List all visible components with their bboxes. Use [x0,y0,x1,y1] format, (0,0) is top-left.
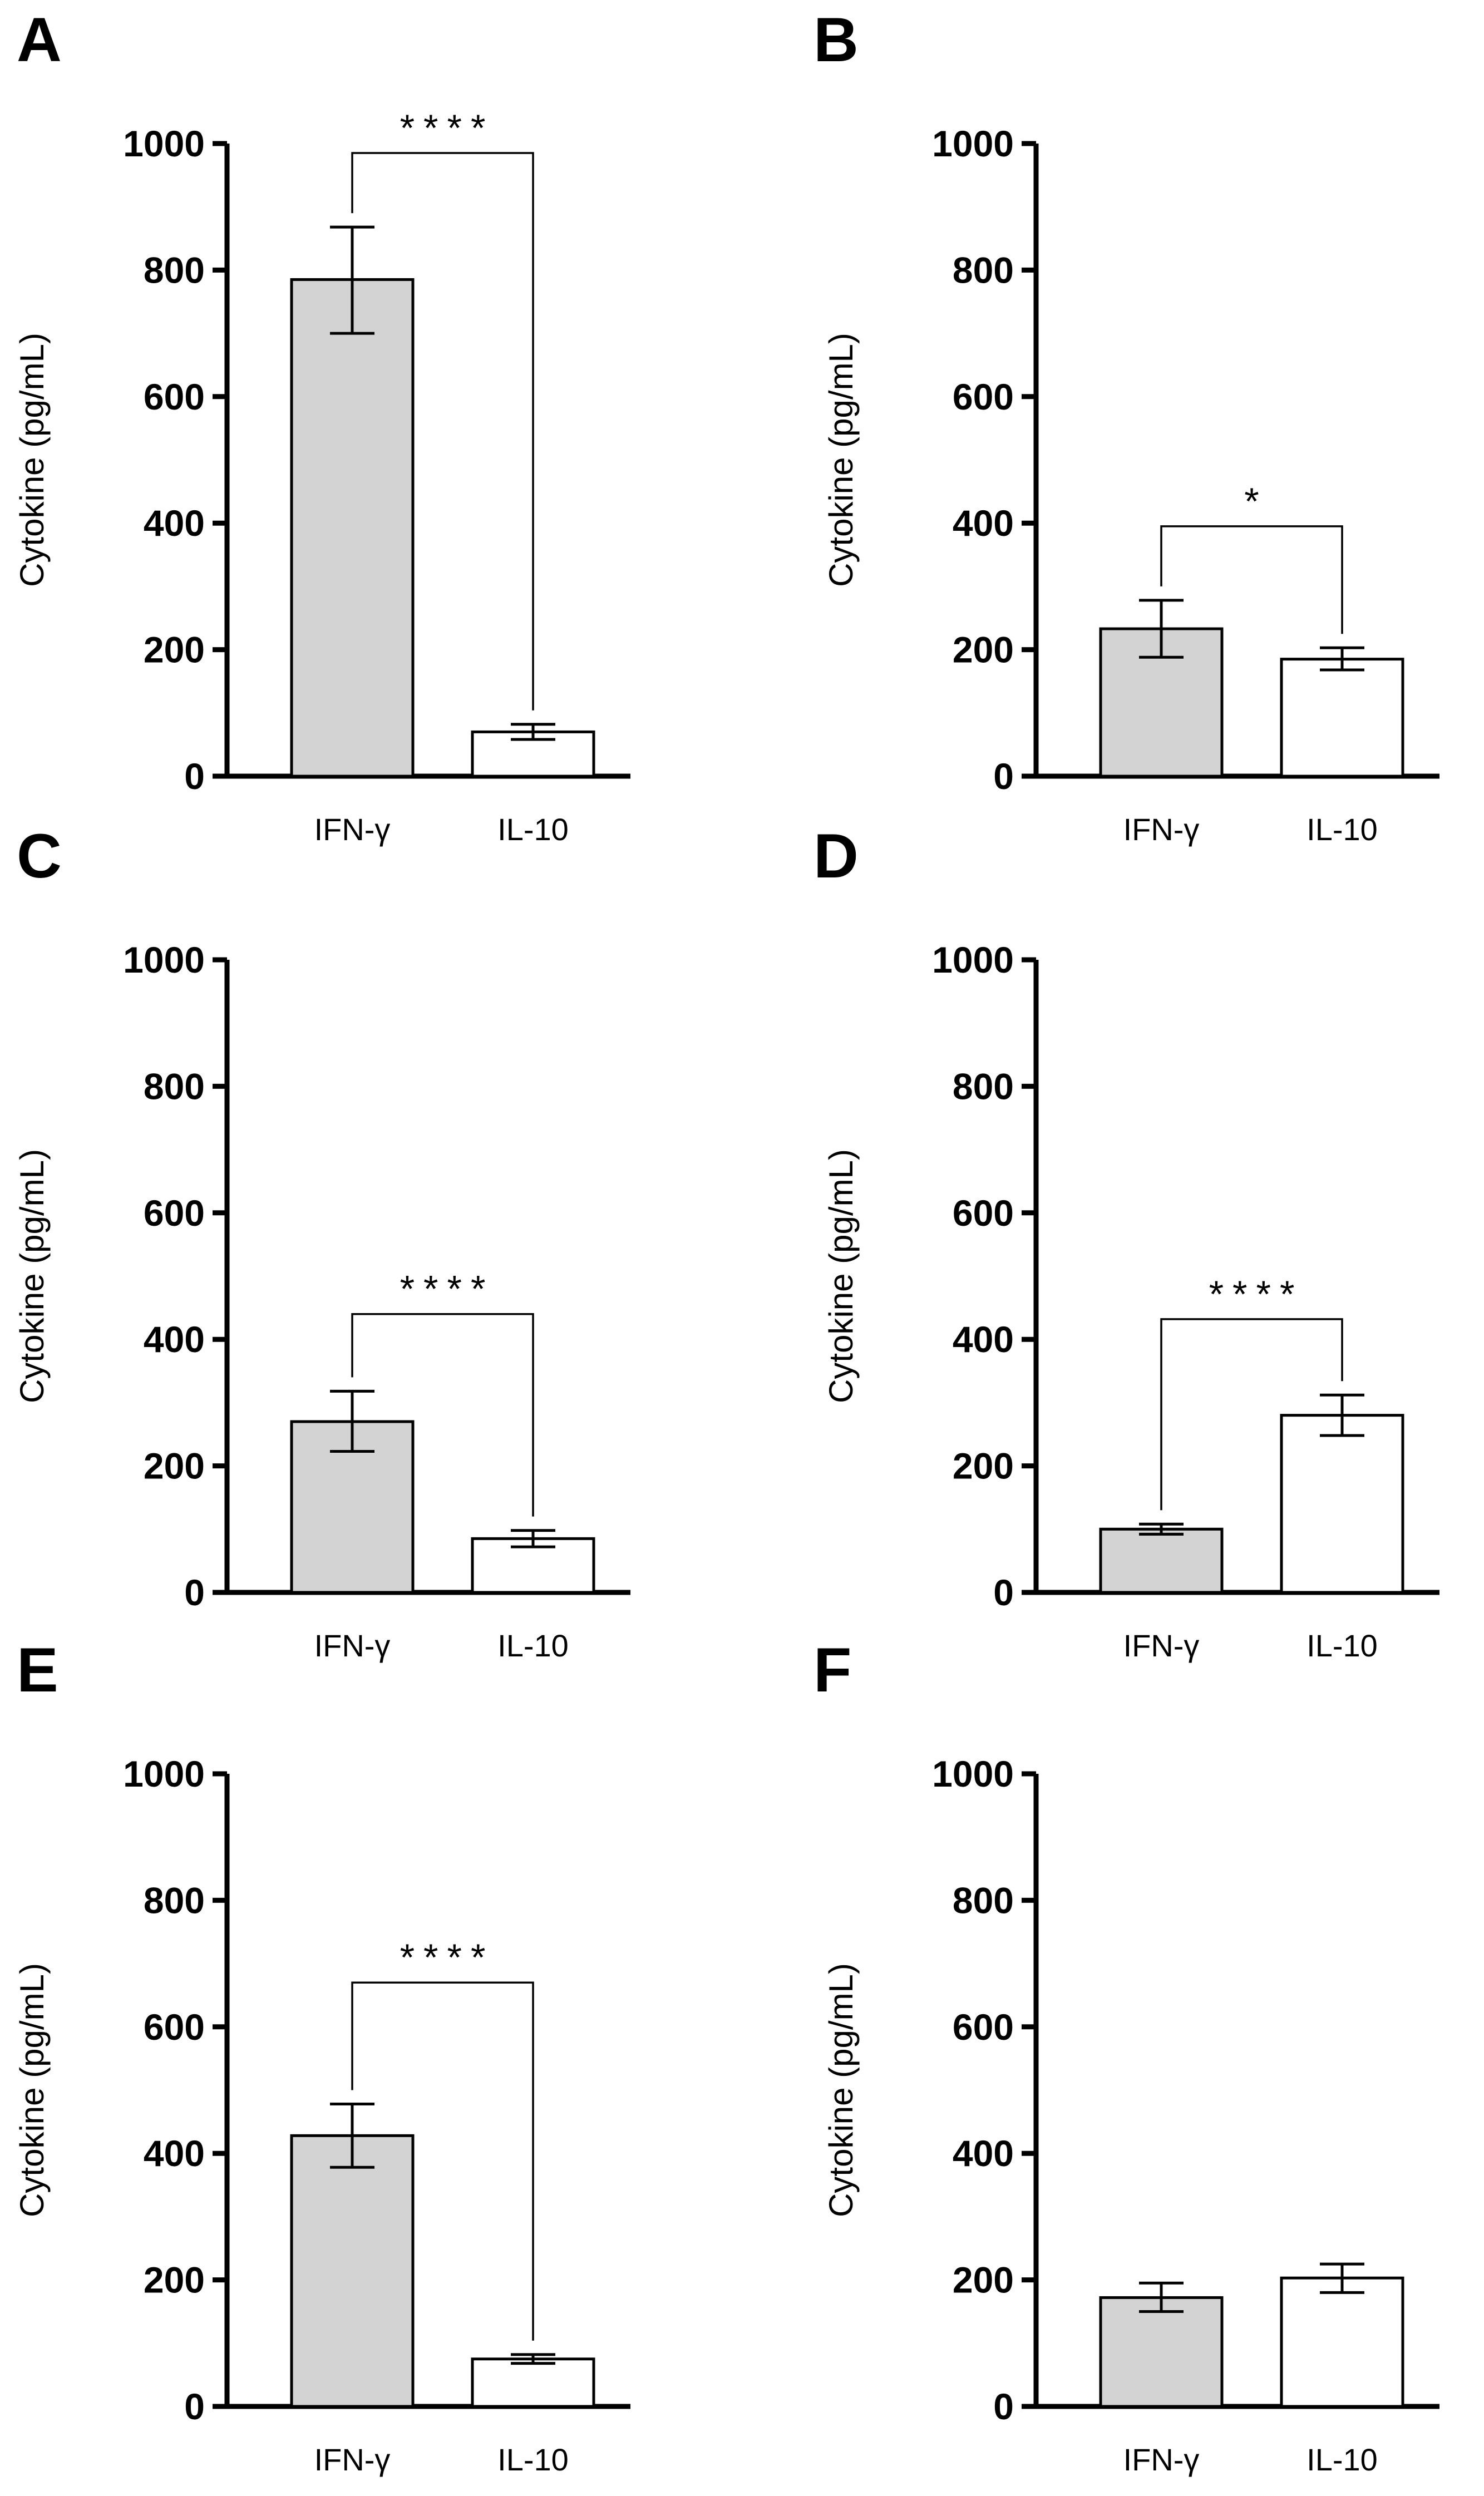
y-tick-label: 400 [144,502,205,544]
category-label: IL-10 [1306,1628,1378,1663]
y-axis-title: Cytokine (pg/mL) [13,333,51,587]
y-tick-label: 1000 [932,939,1014,980]
panel-f: F 0 200 400 600 800 1000 Cytokine (pg/mL) IFN-γ I… [814,1635,1439,2477]
y-tick-label: 600 [953,376,1014,417]
y-tick-label: 400 [953,1319,1014,1360]
y-axis-title: Cytokine (pg/mL) [822,333,860,587]
y-tick-label: 200 [953,1446,1014,1487]
panel-a: A 0 200 400 600 800 1000 Cytokine (pg/mL) IFN-γ I… [13,5,630,847]
y-tick-label: 400 [953,2133,1014,2174]
y-tick-label: 200 [144,629,205,670]
y-axis-title: Cytokine (pg/mL) [822,1149,860,1403]
y-tick-label: 0 [184,1572,205,1613]
significance-label: **** [400,1936,495,1979]
y-tick-label: 600 [144,2006,205,2048]
category-label: IL-10 [497,812,569,847]
y-axis-title: Cytokine (pg/mL) [822,1963,860,2217]
y-tick-label: 1000 [123,123,205,164]
category-label: IFN-γ [314,2442,391,2477]
category-label: IFN-γ [314,812,391,847]
panel-e: E 0 200 400 600 800 1000 Cytokine (pg/mL) IFN-γ I… [13,1635,630,2477]
y-tick-label: 600 [953,1192,1014,1234]
bar-il-10 [1280,1414,1404,1594]
y-tick-label: 0 [993,756,1014,797]
y-tick-label: 800 [144,1880,205,1921]
y-tick-label: 600 [144,376,205,417]
category-label: IL-10 [497,2442,569,2477]
significance-bracket [1160,525,1343,634]
panel-letter: F [814,1635,851,1705]
category-label: IFN-γ [1123,812,1200,847]
y-tick-label: 0 [993,1572,1014,1613]
y-axis-title: Cytokine (pg/mL) [13,1149,51,1403]
panel-letter: D [814,821,859,891]
y-tick-label: 800 [953,249,1014,290]
category-label: IL-10 [1306,812,1378,847]
bar-ifn- [290,278,415,778]
y-tick-label: 0 [184,2386,205,2427]
panel-d: D 0 200 400 600 800 1000 Cytokine (pg/mL) IFN-γ I… [814,821,1439,1663]
bar-ifn- [1099,1527,1224,1594]
bar-il-10 [1280,658,1404,778]
y-tick-label: 400 [144,2133,205,2174]
y-tick-label: 1000 [123,1753,205,1794]
y-tick-label: 600 [953,2006,1014,2048]
bar-il-10 [471,2357,595,2408]
y-tick-label: 800 [953,1880,1014,1921]
y-tick-label: 0 [184,756,205,797]
y-tick-label: 200 [144,2260,205,2301]
y-tick-label: 400 [144,1319,205,1360]
bar-ifn- [290,2134,415,2408]
y-tick-label: 1000 [123,939,205,980]
y-tick-label: 1000 [932,123,1014,164]
y-tick-label: 800 [144,1066,205,1107]
panel-letter: E [17,1635,58,1705]
panel-letter: C [17,821,62,891]
significance-bracket [351,1313,534,1517]
significance-label: **** [400,107,495,149]
significance-bracket [351,152,534,711]
category-label: IL-10 [497,1628,569,1663]
y-tick-label: 200 [144,1446,205,1487]
y-tick-label: 400 [953,502,1014,544]
significance-bracket [1160,1318,1343,1511]
category-label: IL-10 [1306,2442,1378,2477]
panel-c: C 0 200 400 600 800 1000 Cytokine (pg/mL) IFN-γ I… [13,821,630,1663]
bar-il-10 [1280,2276,1404,2408]
significance-bracket [351,1981,534,2341]
y-tick-label: 0 [993,2386,1014,2427]
category-label: IFN-γ [1123,1628,1200,1663]
y-tick-label: 1000 [932,1753,1014,1794]
panel-letter: A [17,5,62,75]
panel-b: B 0 200 400 600 800 1000 Cytokine (pg/mL) IFN-γ I… [814,5,1439,847]
y-tick-label: 800 [144,249,205,290]
category-label: IFN-γ [1123,2442,1200,2477]
y-tick-label: 600 [144,1192,205,1234]
significance-label: * [1244,480,1268,522]
significance-label: **** [400,1268,495,1310]
panel-letter: B [814,5,859,75]
significance-label: **** [1209,1273,1304,1315]
y-tick-label: 200 [953,629,1014,670]
y-tick-label: 800 [953,1066,1014,1107]
category-label: IFN-γ [314,1628,391,1663]
y-axis-title: Cytokine (pg/mL) [13,1963,51,2217]
bar-ifn- [1099,2296,1224,2408]
y-tick-label: 200 [953,2260,1014,2301]
